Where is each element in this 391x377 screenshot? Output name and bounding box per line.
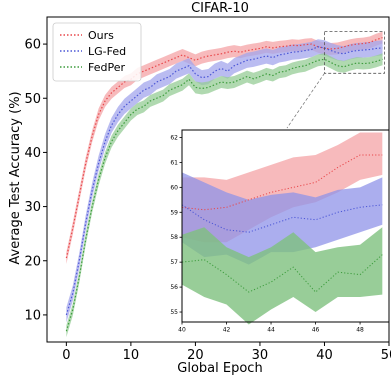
zoom-connector	[286, 73, 325, 129]
legend-label-2: FedPer	[88, 61, 125, 74]
zoom-region	[324, 31, 385, 74]
inset-x-tick-label: 48	[356, 327, 364, 334]
x-tick-label: 40	[316, 348, 333, 363]
inset-y-tick-label: 55	[170, 309, 178, 316]
legend-label-1: LG-Fed	[88, 45, 126, 58]
x-tick-label: 20	[187, 348, 204, 363]
inset-series-line-1	[181, 204, 383, 233]
inset-x-tick-label: 44	[267, 327, 275, 334]
y-axis-label: Average Test Accuracy (%)	[8, 91, 23, 264]
inset-series-line-2	[181, 254, 383, 293]
x-tick-label: 30	[252, 348, 269, 363]
y-tick-label: 60	[24, 38, 41, 53]
series-line-0	[65, 37, 383, 259]
inset-plot: 40 42 44 46 48 55 56 57 58 59 60 61 62	[170, 129, 390, 334]
inset-y-tick-label: 58	[170, 234, 178, 241]
x-axis-label: Global Epoch	[177, 361, 262, 376]
inset-x-tick-label: 42	[223, 327, 231, 334]
inset-y-tick-label: 62	[170, 134, 178, 141]
inset-series-line-0	[181, 154, 383, 211]
y-tick-label: 10	[24, 308, 41, 323]
legend: Ours LG-Fed FedPer	[52, 22, 142, 82]
x-tick-label: 10	[123, 348, 140, 363]
inset-band-1	[182, 172, 383, 265]
inset-y-tick-label: 56	[170, 284, 178, 291]
inset-y-tick-label: 57	[170, 259, 178, 266]
inset-y-tick-label: 59	[170, 209, 178, 216]
x-tick-label: 0	[62, 348, 70, 363]
legend-label-0: Ours	[88, 29, 114, 42]
inset-x-tick-label: 46	[312, 327, 320, 334]
y-tick-label: 50	[24, 92, 41, 107]
inset-y-tick-label: 60	[170, 184, 178, 191]
inset-band-2	[182, 227, 383, 325]
y-tick-label: 30	[24, 200, 41, 215]
x-tick-label: 50	[381, 348, 391, 363]
inset-x-tick-label: 40	[178, 327, 186, 334]
y-tick-label: 20	[24, 254, 41, 269]
y-tick-label: 40	[24, 146, 41, 161]
inset-frame	[181, 129, 390, 323]
chart-title: CIFAR-10	[191, 1, 249, 16]
inset-y-tick-label: 61	[170, 159, 178, 166]
